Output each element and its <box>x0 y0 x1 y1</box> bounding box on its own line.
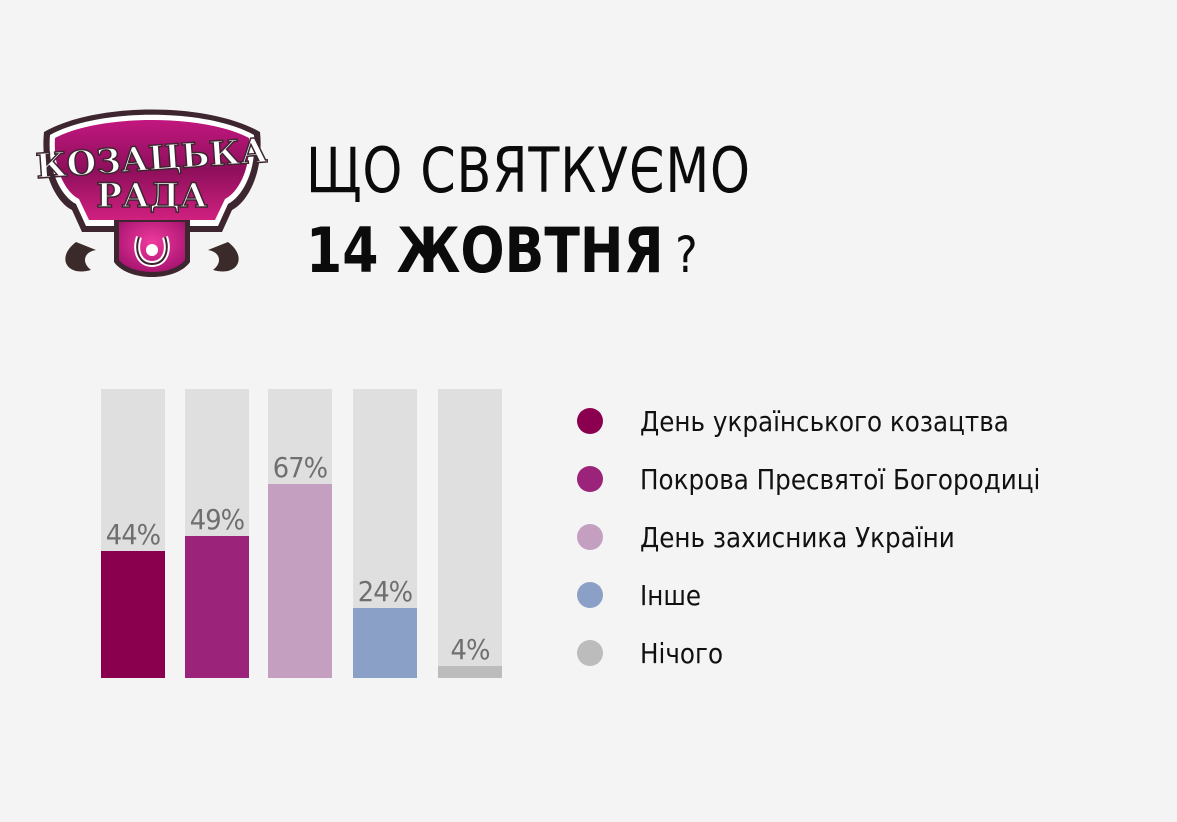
title-date: 14 ЖОВТНЯ <box>306 214 664 287</box>
legend-label: День захисника України <box>640 520 955 554</box>
legend-dot-icon <box>577 582 603 608</box>
title-question-mark: ? <box>675 226 698 284</box>
kozatska-rada-logo: КОЗАЦЬКА РАДА <box>36 109 268 277</box>
legend-dot-icon <box>577 408 603 434</box>
legend-dot-icon <box>577 524 603 550</box>
logo-text-line2: РАДА <box>96 176 207 216</box>
legend-item: Нічого <box>577 624 1095 682</box>
legend-item: День захисника України <box>577 508 1095 566</box>
legend-label: Нічого <box>640 636 724 670</box>
bar-value-label-3: 67% <box>272 451 328 484</box>
bar-fill-5 <box>438 666 502 678</box>
chart-legend: День українського козацтва Покрова Пресв… <box>577 392 1095 682</box>
title-line-1: ЩО СВЯТКУЄМО <box>306 134 751 207</box>
bar-value-label-1: 44% <box>105 518 161 551</box>
legend-label: Інше <box>640 578 702 612</box>
bar-fill-3 <box>268 484 332 678</box>
page-title: ЩО СВЯТКУЄМО 14 ЖОВТНЯ? <box>306 138 848 288</box>
legend-item: Інше <box>577 566 1095 624</box>
legend-label: Покрова Пресвятої Богородиці <box>640 462 1041 496</box>
bar-track-3: 67% <box>268 389 332 678</box>
bar-fill-1 <box>101 551 165 678</box>
bar-value-label-2: 49% <box>189 503 245 536</box>
legend-item: Покрова Пресвятої Богородиці <box>577 450 1095 508</box>
legend-item: День українського козацтва <box>577 392 1095 450</box>
bar-value-label-5: 4% <box>450 633 490 666</box>
title-line-2: 14 ЖОВТНЯ? <box>306 218 762 288</box>
bar-track-2: 49% <box>185 389 249 678</box>
legend-label: День українського козацтва <box>640 404 1009 438</box>
bar-track-5: 4% <box>438 389 502 678</box>
bar-fill-2 <box>185 536 249 678</box>
bar-fill-4 <box>353 608 417 678</box>
bar-track-4: 24% <box>353 389 417 678</box>
bar-track-1: 44% <box>101 389 165 678</box>
bar-value-label-4: 24% <box>357 575 413 608</box>
legend-dot-icon <box>577 640 603 666</box>
legend-dot-icon <box>577 466 603 492</box>
